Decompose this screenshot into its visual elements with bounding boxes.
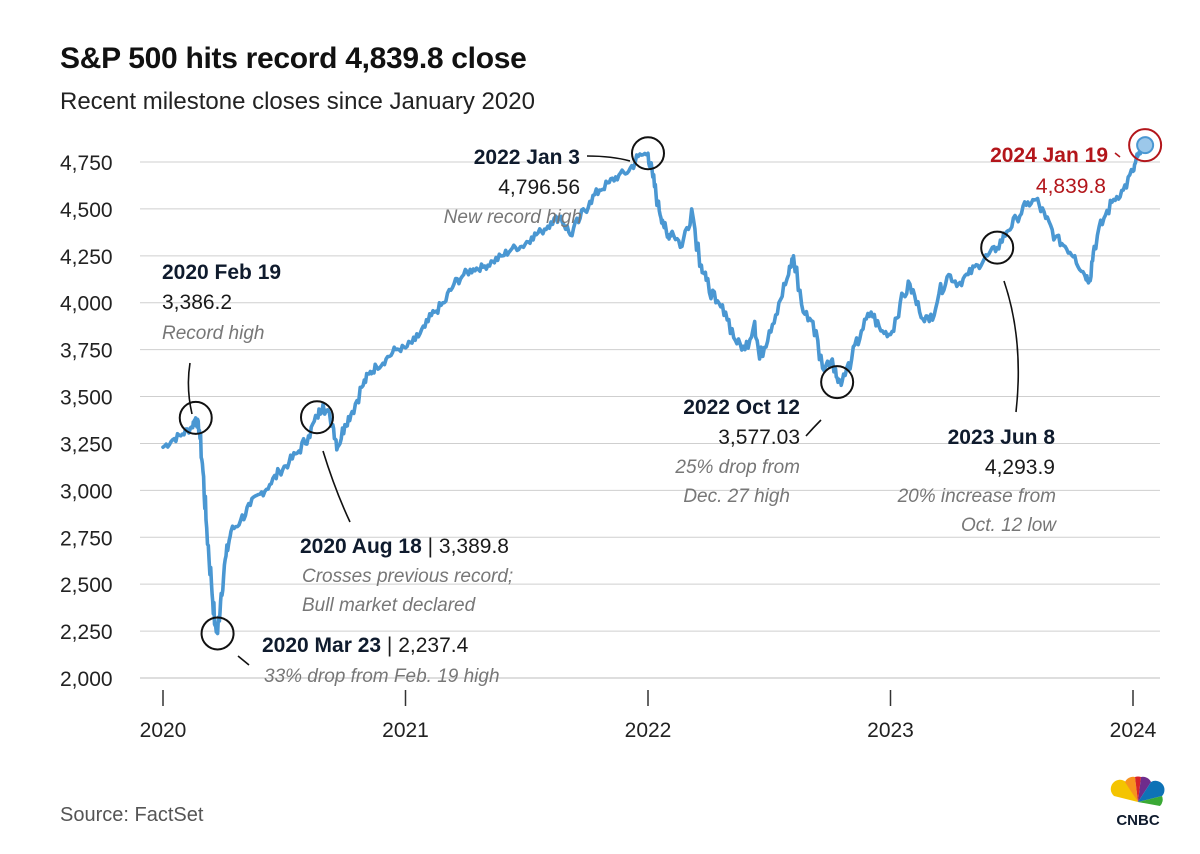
annotation-label: 2020 Feb 19 [162, 261, 281, 284]
y-tick-label: 4,750 [60, 152, 113, 175]
x-tick-label: 2021 [382, 719, 429, 742]
y-tick-label: 4,500 [60, 199, 113, 222]
y-tick-label: 2,500 [60, 574, 113, 597]
annotation-label: 2022 Oct 12 [683, 396, 800, 419]
annotation-note: Record high [162, 323, 264, 344]
annotation-2022-oct-12: 2022 Oct 12 3,577.03 25% drop from Dec. … [674, 396, 800, 507]
x-tick-label: 2024 [1110, 719, 1157, 742]
annotation-circle [820, 365, 855, 400]
x-axis: 2020 2021 2022 2023 2024 [140, 690, 1157, 742]
annotation-note: Oct. 12 low [961, 515, 1057, 536]
x-tick-label: 2020 [140, 719, 187, 742]
annotation-2020-mar-23: 2020 Mar 23 | 2,237.4 33% drop from Feb.… [262, 634, 500, 687]
peacock-icon: CNBC [1110, 776, 1165, 829]
source-note: Source: FactSet [60, 804, 204, 826]
annotation-note: Bull market declared [302, 595, 477, 616]
leader-line [322, 450, 351, 523]
y-tick-label: 3,750 [60, 340, 113, 363]
annotation-note: 25% drop from [674, 457, 800, 478]
y-tick-label: 2,250 [60, 621, 113, 644]
leader-line [586, 155, 631, 162]
annotation-label: 2020 Mar 23 [262, 634, 381, 657]
y-tick-label: 3,500 [60, 387, 113, 410]
y-tick-label: 2,750 [60, 527, 113, 550]
leader-line [1003, 280, 1020, 413]
data-point-marker [1136, 136, 1155, 155]
annotation-value: 4,839.8 [1036, 175, 1106, 198]
annotation-value: | 2,237.4 [381, 634, 469, 657]
annotation-circle [178, 400, 213, 435]
annotation-value: | 3,389.8 [422, 535, 509, 558]
leader-line [805, 419, 822, 437]
y-tick-label: 2,000 [60, 668, 113, 691]
y-tick-label: 3,000 [60, 480, 113, 503]
annotation-leader-lines [187, 152, 1121, 666]
x-tick-label: 2022 [625, 719, 672, 742]
annotation-value: 3,386.2 [162, 291, 232, 314]
y-tick-label: 4,000 [60, 293, 113, 316]
annotation-circle [200, 616, 235, 651]
annotation-value: 3,577.03 [718, 426, 800, 449]
annotation-value: 4,293.9 [985, 456, 1055, 479]
grid-lines [140, 161, 1160, 679]
annotation-label: 2023 Jun 8 [948, 426, 1056, 449]
annotation-note: Crosses previous record; [302, 566, 513, 587]
y-tick-label: 4,250 [60, 246, 113, 269]
leader-line [1114, 152, 1121, 158]
annotation-value: 4,796.56 [498, 176, 580, 199]
annotation-label: 2020 Aug 18 [300, 535, 422, 558]
y-axis-ticks: 2,000 2,250 2,500 2,750 3,000 3,250 3,500 3,750… [60, 152, 113, 691]
x-tick-label: 2023 [867, 719, 914, 742]
annotation-note: 33% drop from Feb. 19 high [264, 666, 500, 687]
annotation-2023-jun-8: 2023 Jun 8 4,293.9 20% increase from Oct… [897, 426, 1058, 536]
annotation-label: 2022 Jan 3 [474, 146, 580, 169]
leader-line [187, 362, 193, 415]
annotation-note: 20% increase from [897, 486, 1056, 507]
annotation-2022-jan-3: 2022 Jan 3 4,796.56 New record high [444, 146, 582, 228]
svg-text:2020 Mar 23 | 2,237.4: 2020 Mar 23 | 2,237.4 [262, 634, 469, 657]
chart-subtitle: Recent milestone closes since January 20… [60, 88, 535, 115]
annotation-circle [980, 230, 1015, 265]
annotation-circle [631, 136, 665, 171]
annotation-circles [178, 128, 1163, 651]
series-group [161, 143, 1147, 636]
cnbc-logo: CNBC [1108, 776, 1168, 829]
annotation-note: Dec. 27 high [683, 486, 790, 507]
chart-title: S&P 500 hits record 4,839.8 close [60, 42, 527, 75]
annotation-2020-aug-18: 2020 Aug 18 | 3,389.8 Crosses previous r… [300, 535, 513, 616]
annotation-note: New record high [444, 207, 582, 228]
series-line-sp500 [161, 143, 1147, 636]
leader-line [237, 655, 250, 666]
logo-text: CNBC [1116, 812, 1159, 828]
y-tick-label: 3,250 [60, 433, 113, 456]
annotation-2024-jan-19: 2024 Jan 19 4,839.8 [990, 144, 1108, 198]
annotation-circle [299, 400, 334, 435]
svg-text:2020 Aug 18 | 3,389.8: 2020 Aug 18 | 3,389.8 [300, 535, 509, 558]
annotation-label: 2024 Jan 19 [990, 144, 1108, 167]
annotation-circle [1128, 128, 1163, 163]
annotation-2020-feb-19: 2020 Feb 19 3,386.2 Record high [162, 261, 281, 344]
